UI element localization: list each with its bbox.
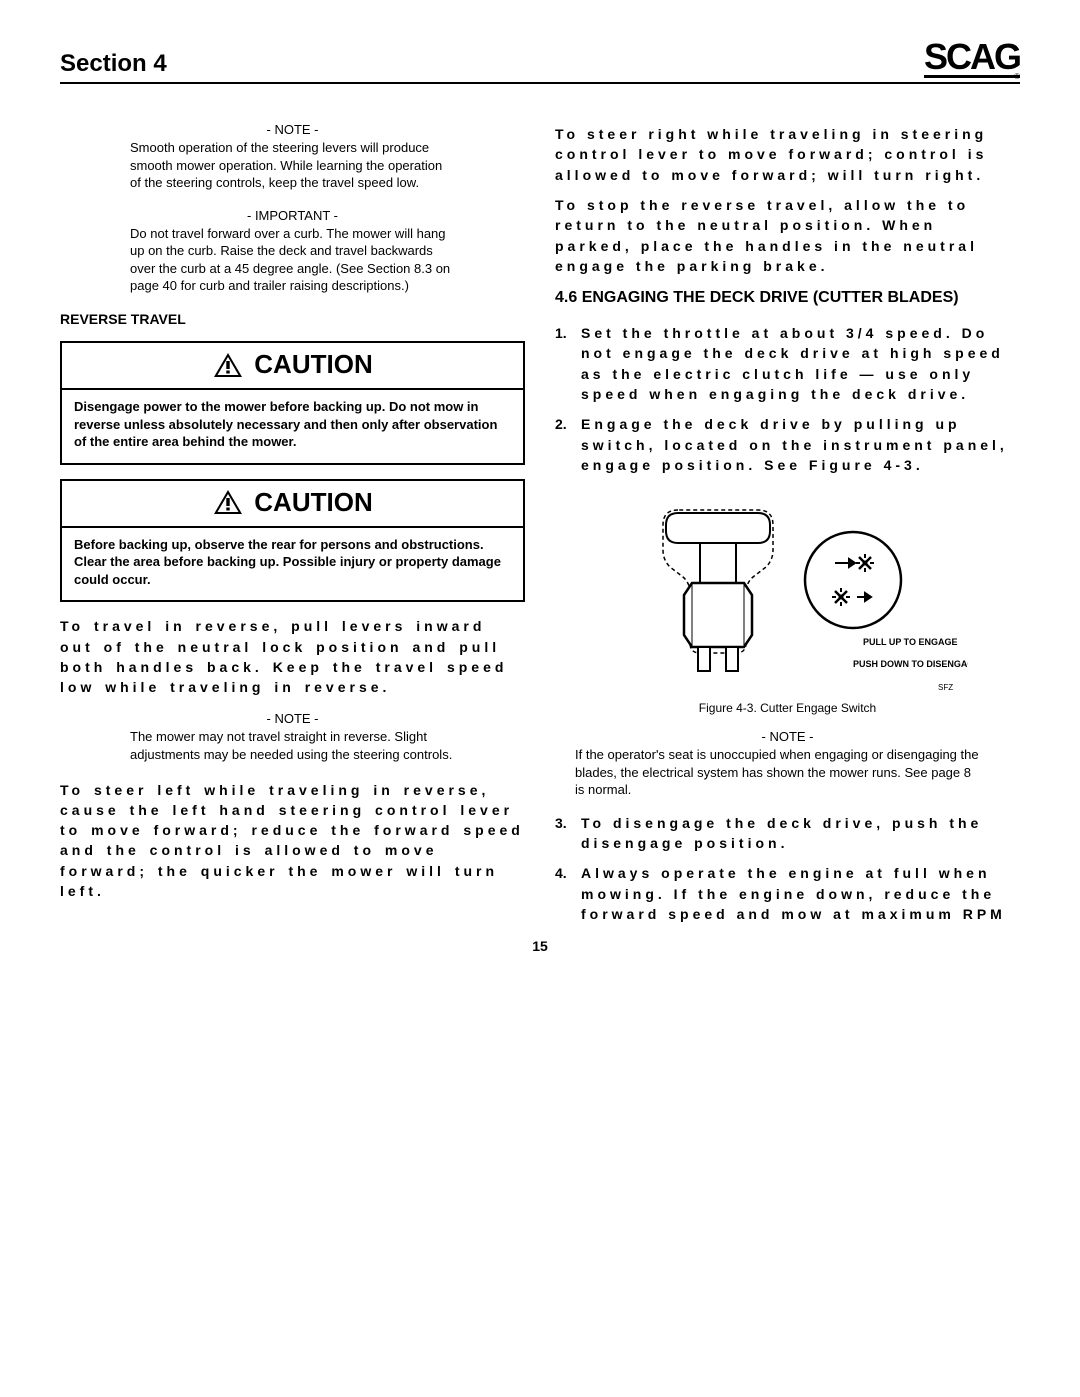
reverse-travel-heading: REVERSE TRAVEL xyxy=(60,311,525,327)
warning-icon xyxy=(212,351,244,379)
caution-header: CAUTION xyxy=(62,481,523,526)
cutter-switch-diagram: PULL UP TO ENGAGE PUSH DOWN TO DISENGAGE… xyxy=(608,495,968,695)
step-1: 1. Set the throttle at about 3/4 speed. … xyxy=(555,323,1020,404)
page-number: 15 xyxy=(532,938,548,954)
figure-ref: SFZ xyxy=(938,683,953,692)
warning-icon xyxy=(212,488,244,516)
caution-header: CAUTION xyxy=(62,343,523,388)
registered-mark: ® xyxy=(1014,73,1018,81)
caution-box-2: CAUTION Before backing up, observe the r… xyxy=(60,479,525,603)
steer-left-instruction: To steer left while traveling in reverse… xyxy=(60,780,525,902)
right-column: To steer right while traveling in steeri… xyxy=(555,114,1020,934)
content-columns: - NOTE - Smooth operation of the steerin… xyxy=(60,114,1020,934)
pull-up-label: PULL UP TO ENGAGE xyxy=(863,637,958,647)
push-down-label: PUSH DOWN TO DISENGAGE xyxy=(853,659,968,669)
left-column: - NOTE - Smooth operation of the steerin… xyxy=(60,114,525,934)
page-header: Section 4 SCAG ® xyxy=(60,40,1020,84)
note-text: Smooth operation of the steering levers … xyxy=(60,139,525,192)
section-title: Section 4 xyxy=(60,50,167,78)
caution-box-1: CAUTION Disengage power to the mower bef… xyxy=(60,341,525,465)
figure-caption: Figure 4-3. Cutter Engage Switch xyxy=(555,701,1020,715)
note-label: - NOTE - xyxy=(555,729,1020,744)
stop-reverse-instruction: To stop the reverse travel, allow the to… xyxy=(555,195,1020,276)
figure-4-3: PULL UP TO ENGAGE PUSH DOWN TO DISENGAGE… xyxy=(555,495,1020,715)
caution-body: Before backing up, observe the rear for … xyxy=(62,526,523,601)
step-4: 4. Always operate the engine at full whe… xyxy=(555,863,1020,924)
steer-right-instruction: To steer right while traveling in steeri… xyxy=(555,124,1020,185)
brand-logo: SCAG ® xyxy=(924,40,1020,78)
important-label: - IMPORTANT - xyxy=(60,208,525,223)
important-text: Do not travel forward over a curb. The m… xyxy=(60,225,525,295)
reverse-instruction: To travel in reverse, pull levers inward… xyxy=(60,616,525,697)
step-3: 3. To disengage the deck drive, push the… xyxy=(555,813,1020,854)
note-text: If the operator's seat is unoccupied whe… xyxy=(555,746,1020,799)
note-label: - NOTE - xyxy=(60,122,525,137)
note-label: - NOTE - xyxy=(60,711,525,726)
note-text: The mower may not travel straight in rev… xyxy=(60,728,525,763)
section-4-6-heading: 4.6 ENGAGING THE DECK DRIVE (CUTTER BLAD… xyxy=(555,288,1020,309)
step-2: 2. Engage the deck drive by pulling up s… xyxy=(555,414,1020,475)
caution-body: Disengage power to the mower before back… xyxy=(62,388,523,463)
